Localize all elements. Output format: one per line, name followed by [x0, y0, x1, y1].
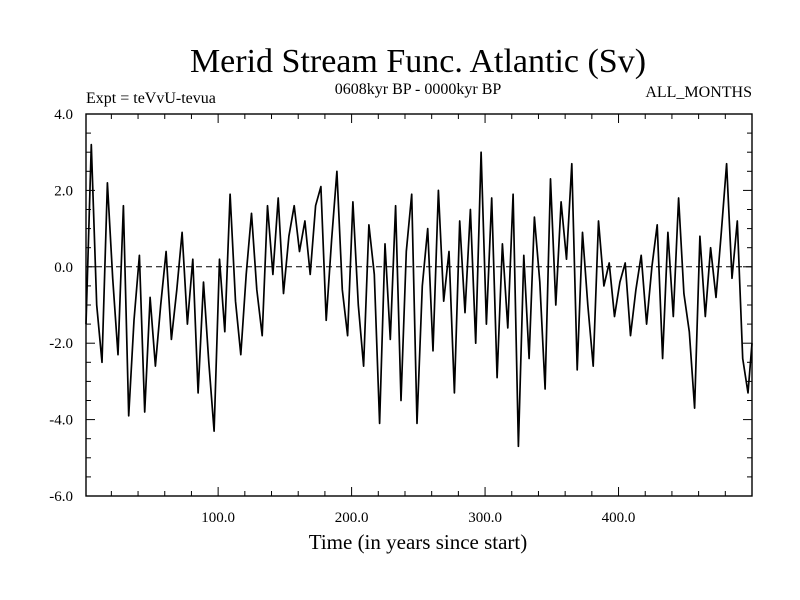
y-tick-label: 0.0	[54, 260, 73, 276]
y-tick-label: 2.0	[54, 183, 73, 199]
y-tick-label: -2.0	[49, 336, 73, 352]
chart-title: Merid Stream Func. Atlantic (Sv)	[190, 43, 646, 80]
series-line	[85, 143, 753, 448]
x-tick-label: 300.0	[468, 510, 502, 526]
chart-subtitle-center: 0608kyr BP - 0000kyr BP	[335, 81, 502, 98]
x-axis: 100.0 200.0 300.0 400.0	[110, 114, 726, 526]
chart-subtitle-left: Expt = teVvU-tevua	[86, 90, 216, 107]
y-tick-label: -4.0	[49, 413, 73, 429]
series-layer	[85, 143, 753, 448]
y-tick-label: -6.0	[49, 489, 73, 505]
x-tick-label: 100.0	[201, 510, 235, 526]
chart-subtitle-right: ALL_MONTHS	[645, 84, 752, 101]
x-tick-label: 400.0	[602, 510, 636, 526]
x-axis-label: Time (in years since start)	[309, 530, 528, 554]
y-tick-label: 4.0	[54, 107, 73, 123]
x-tick-label: 200.0	[335, 510, 369, 526]
plot-frame	[85, 113, 753, 497]
